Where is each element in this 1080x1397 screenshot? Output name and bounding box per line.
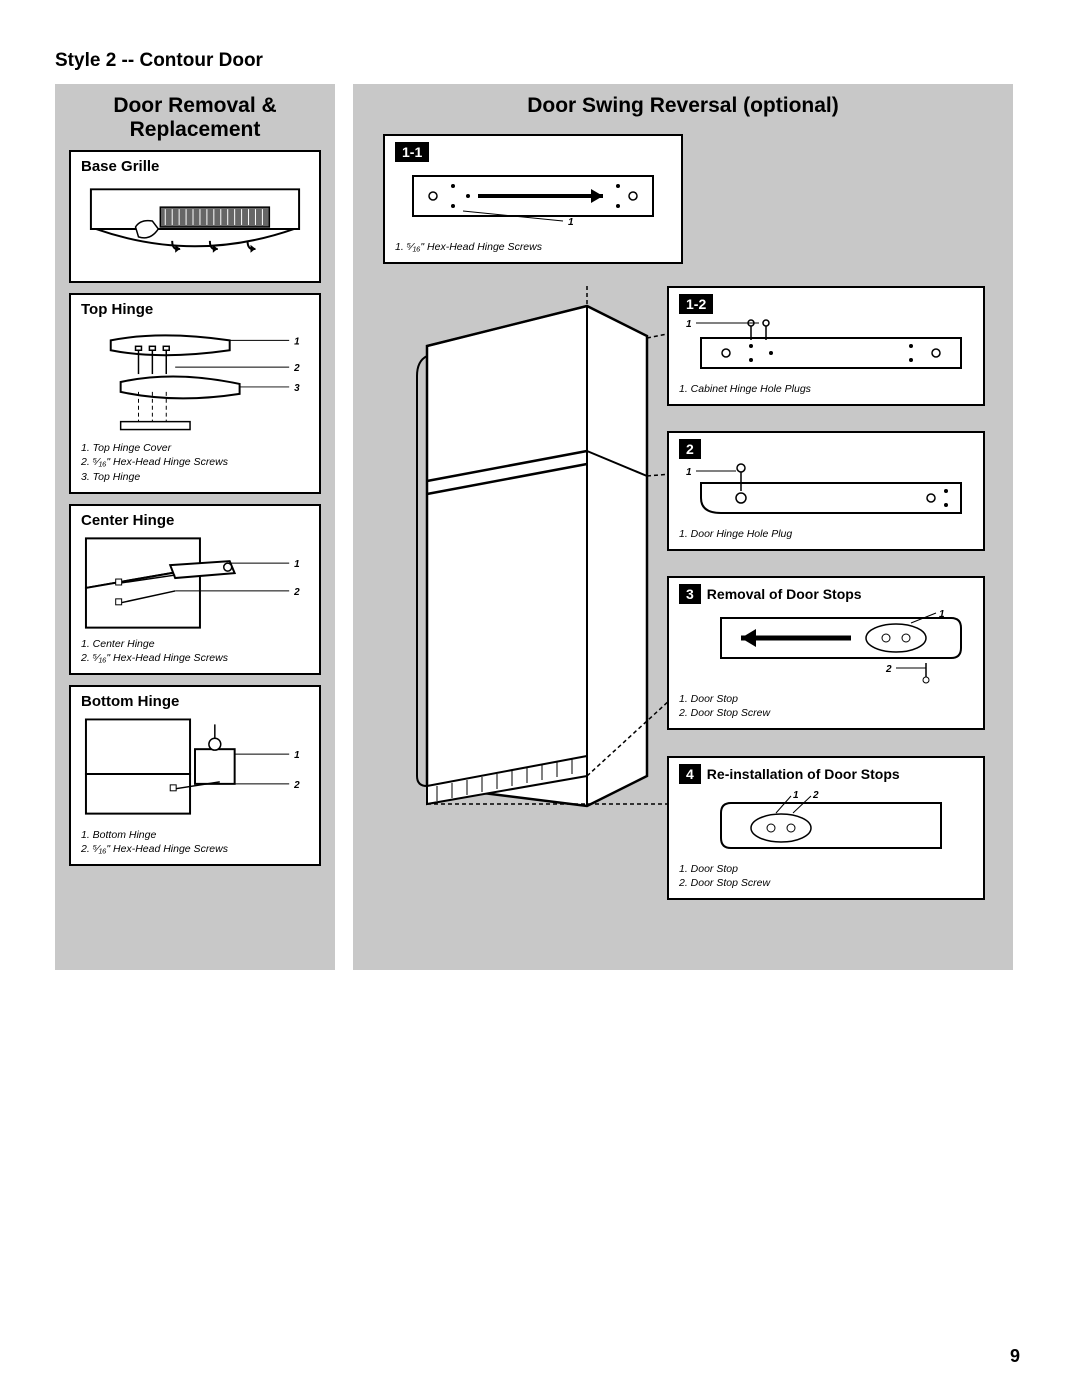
card-title-base-grille: Base Grille <box>81 158 309 175</box>
caption-line: 1. Center Hinge <box>81 637 309 651</box>
illus-bottom-hinge: 1 2 <box>81 714 309 824</box>
title-line2: Replacement <box>130 118 261 141</box>
svg-text:2: 2 <box>812 790 819 801</box>
step-badge-3: 3 <box>679 584 701 604</box>
caption-line: 1. Bottom Hinge <box>81 828 309 842</box>
card-title-center-hinge: Center Hinge <box>81 512 309 529</box>
step-title-4: Re-installation of Door Stops <box>707 766 900 782</box>
left-panel-title: Door Removal & Replacement <box>69 94 321 142</box>
page-title: Style 2 -- Contour Door <box>55 50 1025 72</box>
svg-text:2: 2 <box>293 780 300 791</box>
svg-text:1: 1 <box>568 217 574 228</box>
caption-step-1-1: 1. ⁵⁄₁₆" Hex-Head Hinge Screws <box>395 240 671 254</box>
columns: Door Removal & Replacement Base Grille <box>55 84 1025 970</box>
caption-line: 1. Cabinet Hinge Hole Plugs <box>679 382 973 396</box>
card-bottom-hinge: Bottom Hinge 1 2 1. Bottom Hinge <box>69 685 321 866</box>
caption-line: 3. Top Hinge <box>81 470 309 484</box>
step-badge-1-2: 1-2 <box>679 294 713 314</box>
card-center-hinge: Center Hinge 1 2 1. Cen <box>69 504 321 675</box>
illus-top-hinge: 1 2 3 <box>81 322 309 437</box>
illus-center-hinge: 1 2 <box>81 533 309 633</box>
step-badge-1-1: 1-1 <box>395 142 429 162</box>
caption-step-1-2: 1. Cabinet Hinge Hole Plugs <box>679 382 973 396</box>
caption-line: 1. Top Hinge Cover <box>81 441 309 455</box>
svg-text:1: 1 <box>793 790 799 801</box>
svg-text:1: 1 <box>294 559 300 570</box>
step-badge-4: 4 <box>679 764 701 784</box>
left-panel: Door Removal & Replacement Base Grille <box>55 84 335 970</box>
caption-step-4: 1. Door Stop 2. Door Stop Screw <box>679 862 973 890</box>
right-inner: 1-1 1 <box>367 126 999 956</box>
step-card-1-2: 1-2 1 <box>667 286 985 406</box>
caption-line: 2. Door Stop Screw <box>679 706 973 720</box>
caption-line: 2. ⁵⁄₁₆" Hex-Head Hinge Screws <box>81 455 309 469</box>
caption-line: 1. Door Stop <box>679 862 973 876</box>
caption-step-2: 1. Door Hinge Hole Plug <box>679 527 973 541</box>
illus-step-3: 1 2 <box>679 608 973 688</box>
illus-step-2: 1 <box>679 463 973 523</box>
illus-step-4: 1 2 <box>679 788 973 858</box>
caption-line: 1. ⁵⁄₁₆" Hex-Head Hinge Screws <box>395 240 671 254</box>
refrigerator-illustration <box>387 286 667 846</box>
card-title-bottom-hinge: Bottom Hinge <box>81 693 309 710</box>
caption-step-3: 1. Door Stop 2. Door Stop Screw <box>679 692 973 720</box>
page-number: 9 <box>1010 1346 1020 1367</box>
step-card-4: 4 Re-installation of Door Stops 1 2 <box>667 756 985 900</box>
caption-line: 1. Door Stop <box>679 692 973 706</box>
svg-text:1: 1 <box>686 467 692 478</box>
right-panel: Door Swing Reversal (optional) <box>353 84 1013 970</box>
caption-bottom-hinge: 1. Bottom Hinge 2. ⁵⁄₁₆" Hex-Head Hinge … <box>81 828 309 856</box>
step-card-1-1: 1-1 1 <box>383 134 683 264</box>
svg-text:1: 1 <box>294 750 300 761</box>
svg-text:3: 3 <box>294 383 300 394</box>
illus-step-1-1: 1 <box>395 166 671 236</box>
caption-center-hinge: 1. Center Hinge 2. ⁵⁄₁₆" Hex-Head Hinge … <box>81 637 309 665</box>
right-panel-title: Door Swing Reversal (optional) <box>367 94 999 118</box>
caption-line: 2. ⁵⁄₁₆" Hex-Head Hinge Screws <box>81 651 309 665</box>
illus-step-1-2: 1 <box>679 318 973 378</box>
title-line1: Door Removal & <box>113 94 276 117</box>
step-badge-2: 2 <box>679 439 701 459</box>
illus-base-grille <box>81 179 309 269</box>
step-card-2: 2 1 1. Door Hinge Hole Plug <box>667 431 985 551</box>
caption-line: 2. ⁵⁄₁₆" Hex-Head Hinge Screws <box>81 842 309 856</box>
svg-text:2: 2 <box>293 363 300 374</box>
card-top-hinge: Top Hinge <box>69 293 321 494</box>
svg-text:2: 2 <box>885 664 892 675</box>
card-base-grille: Base Grille <box>69 150 321 283</box>
caption-top-hinge: 1. Top Hinge Cover 2. ⁵⁄₁₆" Hex-Head Hin… <box>81 441 309 484</box>
svg-text:1: 1 <box>294 337 300 348</box>
caption-line: 2. Door Stop Screw <box>679 876 973 890</box>
svg-text:2: 2 <box>293 587 300 598</box>
svg-text:1: 1 <box>686 319 692 330</box>
caption-line: 1. Door Hinge Hole Plug <box>679 527 973 541</box>
step-title-3: Removal of Door Stops <box>707 586 862 602</box>
step-card-3: 3 Removal of Door Stops 1 <box>667 576 985 730</box>
card-title-top-hinge: Top Hinge <box>81 301 309 318</box>
svg-text:1: 1 <box>939 609 945 620</box>
